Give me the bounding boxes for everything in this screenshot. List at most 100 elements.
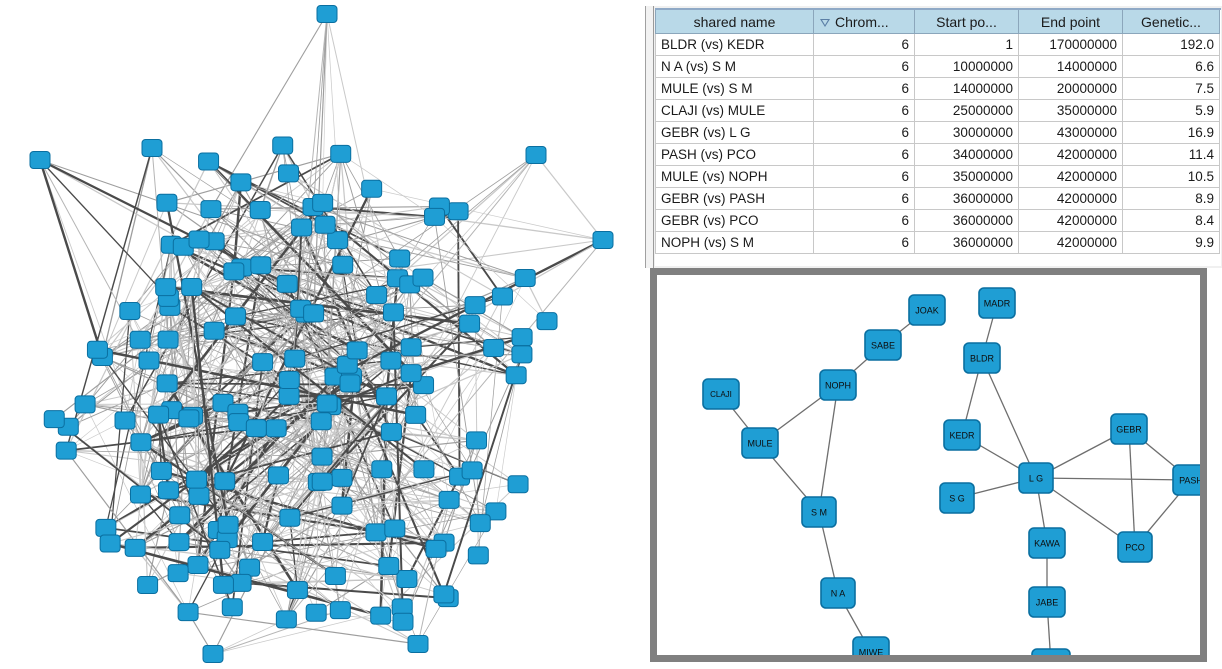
node-shape[interactable] — [324, 566, 346, 585]
network-node[interactable] — [141, 139, 163, 157]
node-shape[interactable] — [157, 330, 179, 349]
network-node[interactable]: MIWE — [852, 636, 890, 655]
table-row[interactable]: GEBR (vs) L G 6 30000000 43000000 16.9 — [655, 121, 1220, 144]
network-edge[interactable] — [376, 295, 403, 608]
node-shape[interactable] — [819, 369, 857, 401]
node-shape[interactable] — [155, 278, 177, 297]
network-edge[interactable] — [337, 239, 523, 338]
node-shape[interactable] — [407, 635, 429, 653]
network-node[interactable] — [209, 540, 231, 559]
node-shape[interactable] — [1117, 531, 1153, 563]
node-shape[interactable] — [405, 405, 427, 424]
network-edge[interactable] — [196, 313, 307, 480]
node-shape[interactable] — [361, 179, 383, 198]
network-node[interactable] — [119, 302, 141, 321]
network-edge[interactable] — [165, 153, 342, 288]
network-node[interactable] — [303, 304, 325, 323]
network-edge[interactable] — [68, 382, 168, 428]
network-edge[interactable] — [195, 427, 258, 481]
node-shape[interactable] — [200, 200, 222, 219]
node-shape[interactable] — [177, 603, 199, 622]
node-shape[interactable] — [157, 481, 179, 500]
network-edge[interactable] — [191, 287, 198, 480]
network-edge[interactable] — [535, 154, 604, 241]
node-shape[interactable] — [156, 374, 178, 393]
node-shape[interactable] — [43, 410, 65, 429]
node-shape[interactable] — [332, 255, 354, 274]
network-node[interactable] — [310, 412, 332, 431]
network-edge[interactable] — [402, 354, 523, 622]
network-edge[interactable] — [140, 442, 149, 586]
node-shape[interactable] — [249, 200, 271, 219]
network-edge[interactable] — [289, 517, 299, 591]
network-node[interactable]: KAWA — [1028, 527, 1066, 559]
network-node[interactable] — [278, 164, 300, 183]
network-node[interactable] — [29, 151, 51, 169]
network-edge[interactable] — [66, 450, 323, 458]
node-shape[interactable] — [310, 412, 332, 431]
network-node[interactable] — [130, 433, 152, 452]
node-shape[interactable] — [181, 278, 203, 297]
network-edge[interactable] — [240, 181, 526, 279]
network-node[interactable] — [371, 460, 393, 479]
network-node[interactable] — [331, 496, 353, 515]
node-shape[interactable] — [312, 193, 334, 212]
network-node[interactable] — [214, 472, 236, 491]
node-shape[interactable] — [291, 218, 313, 237]
network-node[interactable] — [138, 351, 160, 370]
subnetwork-edge[interactable] — [1035, 477, 1192, 481]
column-header-chromosome[interactable]: Chrom... — [813, 10, 915, 34]
network-node[interactable] — [330, 144, 352, 163]
network-edge[interactable] — [212, 619, 287, 655]
network-node[interactable] — [339, 374, 361, 393]
network-node[interactable]: L G — [1018, 462, 1054, 494]
network-edge[interactable] — [148, 360, 351, 384]
network-node[interactable] — [114, 411, 136, 430]
network-node[interactable] — [380, 423, 402, 441]
network-node[interactable]: S G — [939, 482, 975, 514]
network-node[interactable] — [400, 364, 422, 383]
network-node[interactable] — [272, 136, 294, 155]
network-node[interactable] — [286, 580, 308, 599]
network-node[interactable]: JOAK — [908, 294, 946, 326]
node-shape[interactable] — [316, 5, 338, 23]
network-edge[interactable] — [260, 264, 410, 285]
network-edge[interactable] — [341, 396, 388, 506]
network-node[interactable] — [265, 419, 287, 438]
network-node[interactable] — [157, 330, 179, 349]
network-edge[interactable] — [262, 347, 494, 543]
node-shape[interactable] — [447, 202, 469, 221]
network-edge[interactable] — [282, 145, 392, 361]
network-edge[interactable] — [312, 206, 473, 471]
node-shape[interactable] — [279, 508, 301, 527]
network-node[interactable] — [252, 353, 274, 372]
network-node[interactable]: ALMCH — [1031, 648, 1071, 655]
node-shape[interactable] — [198, 152, 220, 171]
node-shape[interactable] — [382, 303, 404, 322]
network-edge[interactable] — [255, 202, 324, 429]
column-header-genetic[interactable]: Genetic... — [1122, 10, 1220, 34]
table-row[interactable]: GEBR (vs) PASH 6 36000000 42000000 8.9 — [655, 187, 1220, 210]
network-node[interactable] — [267, 466, 289, 485]
node-shape[interactable] — [278, 386, 300, 405]
node-shape[interactable] — [425, 539, 447, 558]
node-shape[interactable] — [230, 573, 252, 592]
node-shape[interactable] — [346, 341, 368, 360]
network-edge[interactable] — [289, 394, 387, 398]
network-node[interactable] — [228, 413, 250, 432]
node-shape[interactable] — [392, 612, 414, 631]
table-row[interactable]: GEBR (vs) PCO 6 36000000 42000000 8.4 — [655, 209, 1220, 232]
network-node[interactable]: N A — [820, 577, 856, 609]
network-edge[interactable] — [151, 147, 243, 268]
node-shape[interactable] — [438, 490, 460, 509]
network-edge[interactable] — [326, 13, 394, 313]
node-shape[interactable] — [1031, 648, 1071, 655]
network-node[interactable] — [178, 409, 200, 428]
network-edge[interactable] — [105, 526, 389, 567]
network-edge[interactable] — [339, 347, 412, 611]
network-node[interactable] — [167, 564, 189, 583]
network-edge[interactable] — [39, 159, 150, 361]
network-edge[interactable] — [324, 153, 342, 225]
node-shape[interactable] — [188, 230, 210, 249]
node-shape[interactable] — [148, 405, 170, 424]
